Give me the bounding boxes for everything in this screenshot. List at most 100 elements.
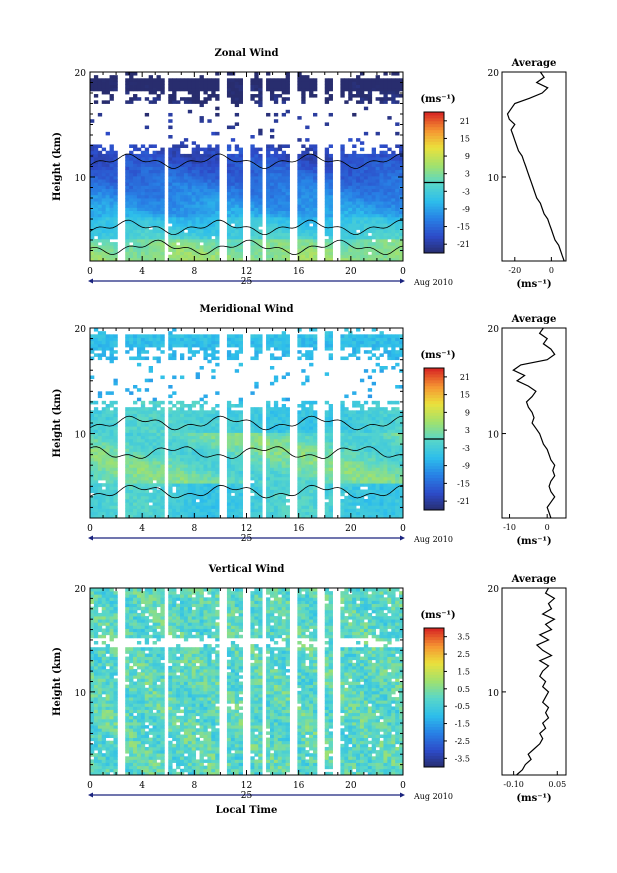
heatmap-cell bbox=[238, 502, 243, 506]
heatmap-cell bbox=[93, 508, 99, 513]
heatmap-cell bbox=[301, 81, 306, 85]
heatmap-cell bbox=[199, 251, 204, 256]
heatmap-cell bbox=[359, 81, 365, 85]
heatmap-cell bbox=[109, 242, 114, 246]
heatmap-cell bbox=[340, 232, 345, 237]
heatmap-cell bbox=[230, 235, 236, 240]
heatmap-cell bbox=[297, 78, 302, 82]
heatmap-cell bbox=[383, 172, 388, 177]
heatmap-cell bbox=[101, 476, 107, 481]
heatmap-cell bbox=[101, 508, 107, 513]
heatmap-cell bbox=[168, 454, 173, 459]
heatmap-cell bbox=[125, 445, 130, 449]
heatmap-cell bbox=[179, 242, 185, 246]
heatmap-cell bbox=[93, 495, 99, 500]
heatmap-cell bbox=[269, 464, 275, 468]
heatmap-cell bbox=[230, 94, 236, 98]
heatmap-cell bbox=[195, 163, 200, 167]
heatmap-cell bbox=[203, 429, 208, 433]
heatmap-cell bbox=[309, 483, 314, 487]
heatmap-cell bbox=[266, 347, 271, 351]
heatmap-cell bbox=[179, 483, 185, 487]
heatmap-cell bbox=[266, 499, 271, 503]
heatmap-cell bbox=[136, 169, 142, 174]
heatmap-cell bbox=[160, 251, 165, 256]
heatmap-cell bbox=[281, 232, 287, 237]
heatmap-cell bbox=[168, 100, 173, 104]
heatmap-cell bbox=[172, 438, 177, 443]
heatmap-cell bbox=[254, 210, 259, 215]
heatmap-cell bbox=[254, 467, 259, 471]
heatmap-cell bbox=[176, 188, 181, 193]
heatmap-cell bbox=[129, 340, 134, 345]
heatmap-cell bbox=[113, 454, 118, 459]
heatmap-cell bbox=[133, 505, 138, 509]
heatmap-cell bbox=[125, 476, 130, 481]
heatmap-cell bbox=[160, 188, 165, 193]
heatmap-cell bbox=[211, 216, 216, 221]
heatmap-cell bbox=[250, 135, 255, 139]
heatmap-cell bbox=[266, 461, 271, 465]
heatmap-cell bbox=[144, 238, 150, 243]
heatmap-cell bbox=[140, 470, 146, 475]
heatmap-cell bbox=[195, 198, 200, 202]
heatmap-cell bbox=[309, 179, 314, 183]
heatmap-cell bbox=[172, 410, 177, 414]
heatmap-cell bbox=[133, 188, 138, 193]
heatmap-cell bbox=[277, 198, 283, 202]
heatmap-cell bbox=[160, 172, 165, 177]
heatmap-cell bbox=[328, 78, 333, 82]
heatmap-cell bbox=[328, 248, 333, 252]
heatmap-cell bbox=[399, 220, 404, 224]
heatmap-cell bbox=[324, 185, 330, 189]
heatmap-cell bbox=[230, 169, 236, 174]
heatmap-cell bbox=[328, 220, 333, 224]
heatmap-cell bbox=[113, 185, 118, 189]
heatmap-cell bbox=[297, 328, 302, 332]
heatmap-cell bbox=[195, 78, 200, 82]
heatmap-cell bbox=[125, 438, 130, 443]
heatmap-cell bbox=[183, 198, 189, 202]
heatmap-cell bbox=[203, 81, 208, 85]
heatmap-cell bbox=[266, 238, 271, 243]
heatmap-cell bbox=[109, 210, 114, 215]
heatmap-cell bbox=[105, 257, 110, 262]
heatmap-cell bbox=[168, 210, 173, 215]
heatmap-cell bbox=[324, 242, 330, 246]
heatmap-cell bbox=[152, 100, 157, 104]
heatmap-cell bbox=[215, 153, 220, 158]
heatmap-cell bbox=[234, 100, 240, 104]
heatmap-cell bbox=[187, 480, 193, 484]
heatmap-cell bbox=[234, 461, 240, 465]
heatmap-cell bbox=[168, 476, 173, 481]
heatmap-cell bbox=[152, 404, 157, 408]
heatmap-cell bbox=[258, 97, 263, 101]
heatmap-cell bbox=[191, 483, 197, 487]
heatmap-cell bbox=[363, 175, 369, 180]
heatmap-cell bbox=[90, 350, 95, 354]
heatmap-cell bbox=[348, 213, 353, 218]
heatmap-cell bbox=[238, 467, 243, 471]
heatmap-cell bbox=[356, 198, 361, 202]
heatmap-cell bbox=[203, 508, 208, 513]
heatmap-cell bbox=[395, 213, 400, 218]
heatmap-cell bbox=[176, 194, 181, 199]
heatmap-cell bbox=[195, 242, 200, 246]
heatmap-cell bbox=[152, 445, 157, 449]
heatmap-cell bbox=[352, 150, 357, 155]
heatmap-cell bbox=[258, 213, 263, 218]
heatmap-cell bbox=[172, 419, 177, 424]
heatmap-cell bbox=[285, 182, 290, 186]
heatmap-cell bbox=[152, 251, 157, 256]
heatmap-cell bbox=[301, 194, 306, 199]
heatmap-cell bbox=[172, 426, 177, 430]
heatmap-cell bbox=[187, 204, 193, 208]
average-x-tick-label: 0 bbox=[549, 266, 554, 275]
heatmap-cell bbox=[215, 198, 220, 202]
heatmap-cell bbox=[199, 257, 204, 262]
heatmap-cell bbox=[383, 160, 388, 164]
heatmap-cell bbox=[101, 350, 107, 354]
heatmap-cell bbox=[281, 248, 287, 252]
contour-line bbox=[89, 239, 404, 256]
